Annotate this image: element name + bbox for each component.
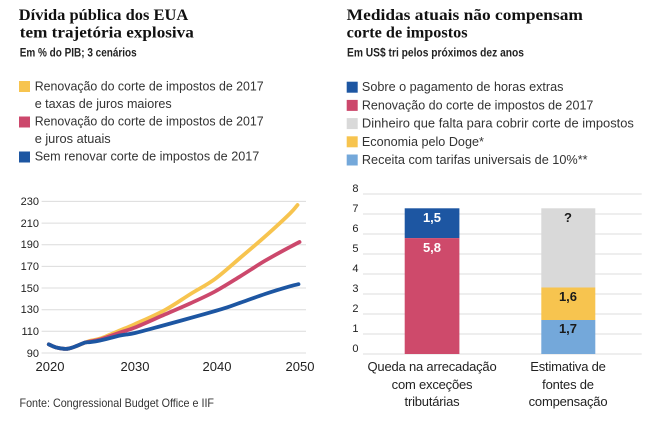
svg-text:Sobre o pagamento de horas ext: Sobre o pagamento de horas extras xyxy=(362,79,564,94)
svg-text:Dinheiro que falta para cobrir: Dinheiro que falta para cobrir corte de … xyxy=(362,116,634,131)
svg-text:Em % do PIB; 3 cenários: Em % do PIB; 3 cenários xyxy=(20,46,137,60)
svg-text:Renovação do corte de impostos: Renovação do corte de impostos de 2017 xyxy=(35,114,264,129)
svg-text:e taxas de juros maiores: e taxas de juros maiores xyxy=(35,96,172,111)
svg-text:Medidas atuais não compensam: Medidas atuais não compensam xyxy=(347,7,583,24)
svg-text:Sem renovar corte de impostos: Sem renovar corte de impostos de 2017 xyxy=(35,149,260,164)
svg-text:corte de impostos: corte de impostos xyxy=(347,25,468,42)
svg-text:Fonte: Congressional Budget Of: Fonte: Congressional Budget Office e IIF xyxy=(20,396,215,410)
svg-text:Receita com tarifas universais: Receita com tarifas universais de 10%** xyxy=(362,152,588,167)
svg-text:Renovação do corte de impostos: Renovação do corte de impostos de 2017 xyxy=(362,97,594,112)
svg-text:Economia pelo Doge*: Economia pelo Doge* xyxy=(362,134,484,149)
svg-text:tem trajetória explosiva: tem trajetória explosiva xyxy=(20,25,194,42)
svg-text:Dívida pública dos EUA: Dívida pública dos EUA xyxy=(19,7,189,24)
svg-text:Em US$ tri pelos próximos dez: Em US$ tri pelos próximos dez anos xyxy=(347,46,524,60)
svg-text:e juros atuais: e juros atuais xyxy=(35,131,111,146)
svg-text:Renovação do corte de impostos: Renovação do corte de impostos de 2017 xyxy=(35,79,264,94)
